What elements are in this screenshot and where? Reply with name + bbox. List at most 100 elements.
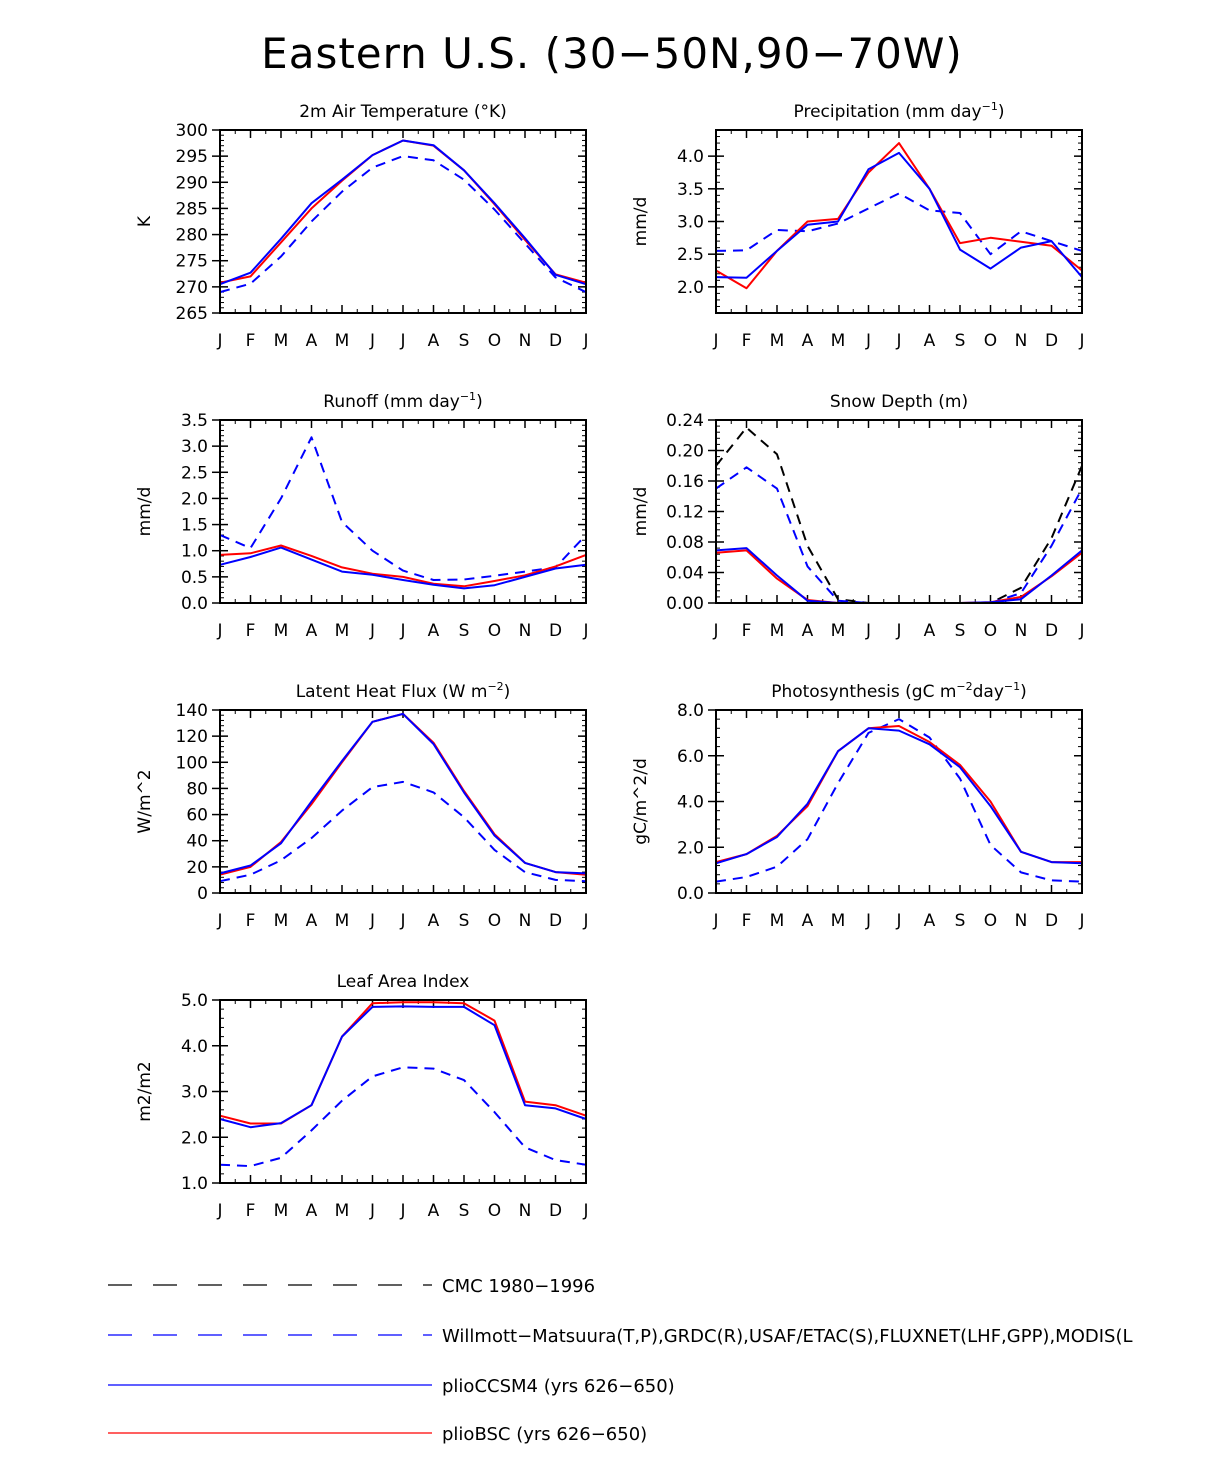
x-tick-label: A bbox=[802, 621, 814, 641]
series-line-plioccsm4 bbox=[219, 139, 587, 286]
y-tick-label: 0 bbox=[197, 884, 208, 904]
series-line-fluxnet bbox=[715, 718, 1083, 883]
x-tick-label: J bbox=[216, 1201, 222, 1221]
x-tick-label: S bbox=[459, 911, 470, 931]
x-tick-label: J bbox=[895, 331, 901, 351]
x-tick-label: A bbox=[428, 621, 440, 641]
y-axis-label: mm/d bbox=[631, 487, 651, 537]
chart-title-text-end: ) bbox=[504, 682, 511, 702]
y-tick-label: 8.0 bbox=[677, 701, 704, 721]
chart-title-text: Precipitation (mm day bbox=[794, 102, 982, 122]
x-tick-label: M bbox=[770, 331, 785, 351]
chart-panels: 2m Air Temperature (°K)KJ F M A M J J A S O N D J265… bbox=[135, 100, 1085, 1221]
chart-title-text-end: ) bbox=[1020, 682, 1027, 702]
x-tick-label: M bbox=[335, 621, 350, 641]
y-axis-label: K bbox=[135, 215, 155, 227]
x-tick-label: M bbox=[831, 331, 846, 351]
y-axis-label: mm/d bbox=[631, 197, 651, 247]
y-tick-label: 1.5 bbox=[181, 516, 208, 536]
chart-title-text: Latent Heat Flux (W m bbox=[296, 682, 488, 702]
x-tick-label: M bbox=[274, 1201, 289, 1221]
y-tick-label: 2.0 bbox=[677, 278, 704, 298]
chart-title: Snow Depth (m) bbox=[830, 392, 968, 412]
chart-panel-2: Precipitation (mm day−1)mm/dJ F M A M J J A S O N D… bbox=[631, 100, 1085, 351]
series-line-cmc bbox=[715, 426, 1083, 604]
x-tick-label: A bbox=[306, 621, 318, 641]
x-tick-label: A bbox=[924, 331, 936, 351]
y-tick-label: 0.24 bbox=[666, 411, 704, 431]
y-tick-label: 4.0 bbox=[181, 1037, 208, 1057]
x-tick-label: J bbox=[865, 621, 871, 641]
series-line-plioccsm4 bbox=[715, 151, 1083, 279]
y-tick-label: 0.12 bbox=[666, 503, 704, 523]
x-tick-label: D bbox=[1045, 621, 1058, 641]
x-tick-label: M bbox=[335, 911, 350, 931]
y-tick-label: 0.5 bbox=[181, 568, 208, 588]
x-tick-label: M bbox=[831, 621, 846, 641]
y-tick-label: 270 bbox=[176, 278, 208, 298]
x-tick-label: O bbox=[488, 911, 501, 931]
x-tick-label: D bbox=[549, 911, 562, 931]
chart-title-superscript: −2 bbox=[487, 680, 503, 693]
x-tick-label: F bbox=[742, 621, 752, 641]
y-axis-label: m2/m2 bbox=[135, 1061, 155, 1121]
x-tick-label: M bbox=[274, 331, 289, 351]
x-tick-label: A bbox=[924, 621, 936, 641]
x-tick-label: O bbox=[984, 621, 997, 641]
y-tick-label: 4.0 bbox=[677, 793, 704, 813]
x-tick-label: M bbox=[335, 331, 350, 351]
y-tick-label: 265 bbox=[176, 304, 208, 324]
x-tick-label: J bbox=[1078, 331, 1084, 351]
y-tick-label: 60 bbox=[186, 806, 208, 826]
x-tick-label: J bbox=[865, 331, 871, 351]
x-tick-label: F bbox=[246, 621, 256, 641]
chart-title: Leaf Area Index bbox=[337, 972, 470, 992]
y-tick-label: 4.0 bbox=[677, 147, 704, 167]
series-line-modis bbox=[219, 1066, 587, 1168]
x-tick-label: M bbox=[770, 621, 785, 641]
series-line-grdc bbox=[219, 436, 587, 581]
y-tick-label: 3.0 bbox=[181, 1083, 208, 1103]
y-axis-label: mm/d bbox=[135, 487, 155, 537]
series-line-fluxnet bbox=[219, 780, 587, 883]
chart-title-text: Snow Depth (m) bbox=[830, 392, 968, 412]
y-tick-label: 3.5 bbox=[677, 180, 704, 200]
chart-title-superscript: −1 bbox=[1004, 680, 1020, 693]
y-axis-label: gC/m^2/d bbox=[631, 758, 651, 845]
series-line-plioccsm4 bbox=[715, 547, 1083, 604]
series-line-pliobsc bbox=[715, 142, 1083, 290]
y-tick-label: 3.0 bbox=[181, 437, 208, 457]
x-tick-label: M bbox=[831, 911, 846, 931]
x-tick-label: D bbox=[1045, 331, 1058, 351]
series-line-plioccsm4 bbox=[715, 727, 1083, 865]
x-tick-label: F bbox=[246, 331, 256, 351]
y-tick-label: 1.0 bbox=[181, 542, 208, 562]
x-tick-label: O bbox=[984, 911, 997, 931]
legend-label-2: Willmott−Matsuura(T,P),GRDC(R),USAF/ETAC… bbox=[442, 1326, 1133, 1347]
series-line-plioccsm4 bbox=[219, 546, 587, 590]
x-tick-label: J bbox=[582, 911, 588, 931]
series-line-willmott-matsuura bbox=[219, 155, 587, 294]
chart-title: Latent Heat Flux (W m−2) bbox=[296, 680, 511, 702]
series-line-pliobsc bbox=[219, 139, 587, 284]
plot-frame bbox=[219, 129, 587, 314]
x-tick-label: J bbox=[1078, 621, 1084, 641]
x-tick-label: J bbox=[895, 911, 901, 931]
x-tick-label: M bbox=[770, 911, 785, 931]
x-tick-label: F bbox=[246, 1201, 256, 1221]
figure-title: Eastern U.S. (30−50N,90−70W) bbox=[261, 29, 963, 78]
legend-label-1: CMC 1980−1996 bbox=[442, 1276, 595, 1297]
x-tick-label: F bbox=[246, 911, 256, 931]
y-tick-label: 3.5 bbox=[181, 411, 208, 431]
x-tick-label: J bbox=[369, 621, 375, 641]
x-tick-label: J bbox=[582, 621, 588, 641]
y-tick-label: 3.0 bbox=[677, 213, 704, 233]
x-tick-label: N bbox=[519, 331, 532, 351]
x-tick-label: M bbox=[335, 1201, 350, 1221]
x-tick-label: J bbox=[712, 621, 718, 641]
series-line-plioccsm4 bbox=[219, 1005, 587, 1129]
y-tick-label: 295 bbox=[176, 147, 208, 167]
x-tick-label: A bbox=[428, 911, 440, 931]
x-tick-label: J bbox=[216, 331, 222, 351]
y-tick-label: 0.08 bbox=[666, 533, 704, 553]
